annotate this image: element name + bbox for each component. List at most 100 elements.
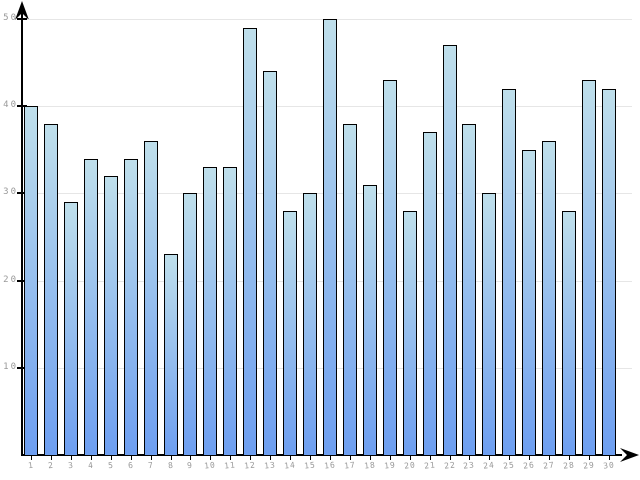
x-axis-tick xyxy=(290,456,291,460)
bar-16 xyxy=(323,19,337,455)
bar-15 xyxy=(303,193,317,455)
x-axis-tick xyxy=(609,456,610,460)
bar-11 xyxy=(223,167,237,455)
x-axis-tick xyxy=(51,456,52,460)
y-tick-label: 20 xyxy=(3,275,18,285)
bar-1 xyxy=(24,106,38,455)
x-axis-tick xyxy=(31,456,32,460)
x-tick-label: 30 xyxy=(602,460,616,471)
bar-20 xyxy=(403,211,417,455)
x-tick-label: 6 xyxy=(127,460,135,471)
y-axis-tick xyxy=(17,280,27,282)
x-axis-tick xyxy=(230,456,231,460)
x-axis-tick xyxy=(370,456,371,460)
x-axis-tick xyxy=(450,456,451,460)
bar-17 xyxy=(343,124,357,455)
x-tick-label: 16 xyxy=(323,460,337,471)
x-tick-label: 19 xyxy=(383,460,397,471)
x-axis-tick xyxy=(489,456,490,460)
bar-13 xyxy=(263,71,277,455)
bar-7 xyxy=(144,141,158,455)
bar-29 xyxy=(582,80,596,455)
y-tick-label: 50 xyxy=(3,13,18,23)
x-axis-tick xyxy=(509,456,510,460)
x-axis-tick xyxy=(190,456,191,460)
x-tick-label: 17 xyxy=(343,460,357,471)
bar-10 xyxy=(203,167,217,455)
bar-25 xyxy=(502,89,516,455)
x-tick-label: 18 xyxy=(363,460,377,471)
y-tick-label: 10 xyxy=(3,362,18,372)
y-tick-label: 30 xyxy=(3,187,18,197)
x-tick-label: 23 xyxy=(462,460,476,471)
x-tick-label: 8 xyxy=(167,460,175,471)
x-tick-label: 20 xyxy=(403,460,417,471)
bar-5 xyxy=(104,176,118,455)
x-tick-label: 10 xyxy=(203,460,217,471)
x-tick-label: 11 xyxy=(223,460,237,471)
x-tick-label: 4 xyxy=(87,460,95,471)
x-axis-tick xyxy=(410,456,411,460)
bar-6 xyxy=(124,159,138,455)
y-axis-tick xyxy=(17,367,27,369)
y-axis-tick xyxy=(17,18,27,20)
x-axis-tick xyxy=(430,456,431,460)
x-tick-label: 3 xyxy=(67,460,75,471)
x-tick-label: 14 xyxy=(283,460,297,471)
x-tick-label: 22 xyxy=(443,460,457,471)
x-axis-tick xyxy=(549,456,550,460)
x-axis-tick xyxy=(131,456,132,460)
x-tick-label: 25 xyxy=(502,460,516,471)
bar-4 xyxy=(84,159,98,455)
bar-28 xyxy=(562,211,576,455)
bar-3 xyxy=(64,202,78,455)
bar-22 xyxy=(443,45,457,455)
x-tick-label: 29 xyxy=(582,460,596,471)
x-axis-tick xyxy=(91,456,92,460)
bar-24 xyxy=(482,193,496,455)
bar-26 xyxy=(522,150,536,455)
x-axis-tick xyxy=(469,456,470,460)
x-tick-label: 1 xyxy=(27,460,35,471)
y-axis-tick xyxy=(17,105,27,107)
x-axis-tick xyxy=(171,456,172,460)
bar-9 xyxy=(183,193,197,455)
x-tick-label: 9 xyxy=(186,460,194,471)
x-tick-label: 13 xyxy=(263,460,277,471)
x-axis-tick xyxy=(330,456,331,460)
bar-23 xyxy=(462,124,476,455)
x-axis-tick xyxy=(390,456,391,460)
bar-8 xyxy=(164,254,178,455)
x-tick-label: 5 xyxy=(107,460,115,471)
bar-14 xyxy=(283,211,297,455)
x-axis-tick xyxy=(569,456,570,460)
bar-27 xyxy=(542,141,556,455)
x-axis-tick xyxy=(210,456,211,460)
x-tick-label: 27 xyxy=(542,460,556,471)
x-axis-tick xyxy=(270,456,271,460)
x-axis-tick xyxy=(529,456,530,460)
x-tick-label: 21 xyxy=(423,460,437,471)
x-axis-tick xyxy=(589,456,590,460)
bar-30 xyxy=(602,89,616,455)
x-axis-arrow-icon xyxy=(620,448,639,462)
bar-21 xyxy=(423,132,437,455)
x-axis-tick xyxy=(250,456,251,460)
x-tick-label: 12 xyxy=(243,460,257,471)
x-axis-tick xyxy=(310,456,311,460)
x-tick-label: 7 xyxy=(147,460,155,471)
y-axis-tick xyxy=(17,192,27,194)
x-axis-tick xyxy=(111,456,112,460)
bar-12 xyxy=(243,28,257,455)
x-tick-label: 28 xyxy=(562,460,576,471)
bar-18 xyxy=(363,185,377,455)
bar-2 xyxy=(44,124,58,455)
x-tick-label: 24 xyxy=(482,460,496,471)
y-axis xyxy=(21,4,23,456)
x-tick-label: 26 xyxy=(522,460,536,471)
y-tick-label: 40 xyxy=(3,100,18,110)
x-axis-tick xyxy=(350,456,351,460)
x-tick-label: 15 xyxy=(303,460,317,471)
x-axis-tick xyxy=(71,456,72,460)
